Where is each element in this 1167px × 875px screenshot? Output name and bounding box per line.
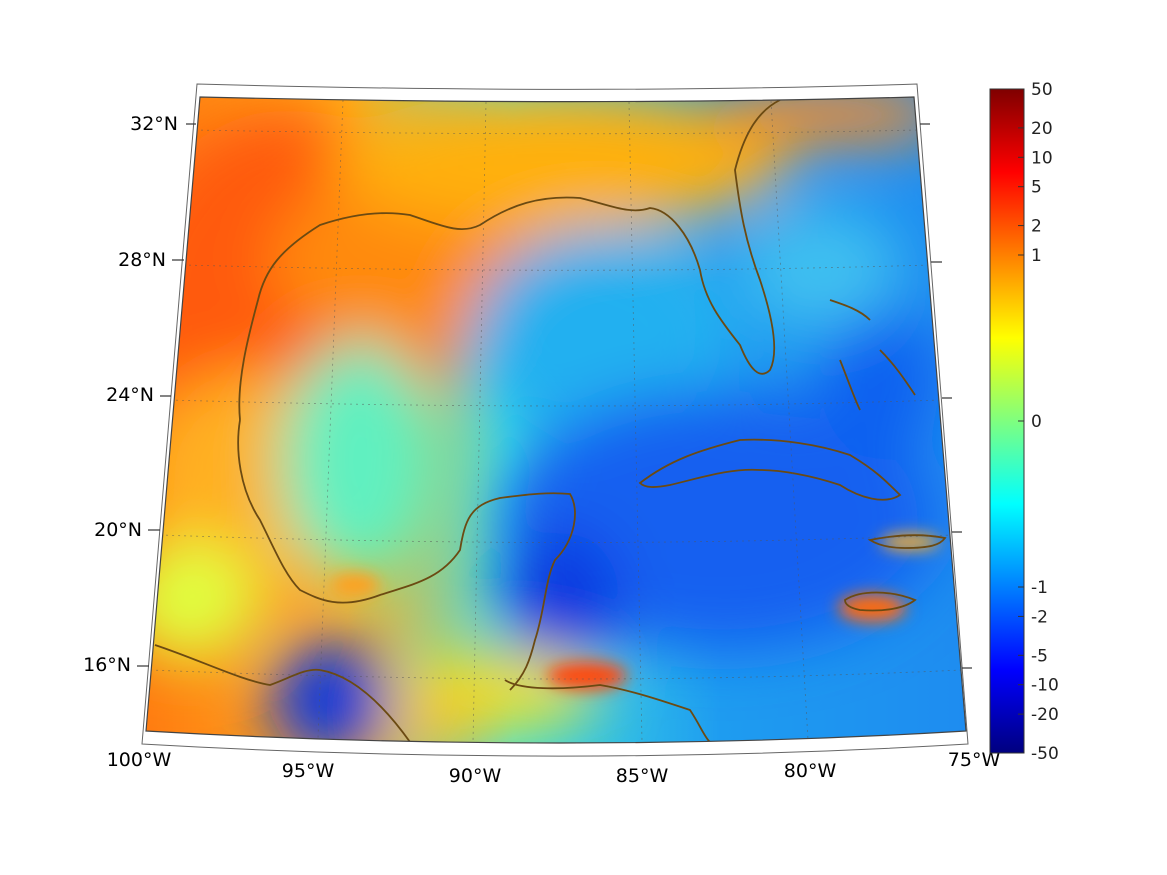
colorbar-tick-label: -1 (1031, 578, 1048, 598)
colorbar-tick-label: 10 (1031, 148, 1053, 168)
colorbar-tick-label: 0 (1031, 412, 1042, 432)
colorbar-tick-label: -20 (1031, 705, 1059, 725)
mexico-coast (237, 419, 576, 691)
bahamas (829, 299, 916, 411)
colorbar-tick-label: -10 (1031, 676, 1059, 696)
lon-label: 85°W (616, 765, 669, 787)
lat-label: 20°N (94, 519, 142, 541)
colorbar-tick-label: -2 (1031, 607, 1048, 627)
gulf-coast (238, 99, 781, 421)
tick-marks (137, 123, 972, 669)
lat-tick-labels: 32°N 28°N 24°N 20°N 16°N (83, 113, 178, 676)
coastlines (154, 99, 947, 743)
central-america-coast (504, 679, 711, 743)
cuba (638, 438, 902, 501)
jamaica (844, 591, 917, 612)
colorbar-tick-label: -5 (1031, 646, 1048, 666)
colorbar-tick-label: 2 (1031, 217, 1042, 237)
colorbar-tick-label: 50 (1031, 80, 1053, 100)
lat-label: 28°N (118, 249, 166, 271)
lat-label: 32°N (130, 113, 178, 135)
data-field (146, 97, 966, 743)
colorbar-tick-label: -50 (1031, 744, 1059, 764)
colorbar-tick-label: 5 (1031, 178, 1042, 198)
colorbar-tick-label: 20 (1031, 119, 1053, 139)
lon-tick-labels: 100°W 95°W 90°W 85°W 80°W 75°W (107, 749, 1001, 787)
map-border (141, 83, 969, 757)
lat-label: 16°N (83, 654, 131, 676)
map-frame (145, 96, 967, 744)
lon-label: 100°W (107, 749, 172, 771)
lon-label: 90°W (449, 765, 502, 787)
graticule (149, 99, 963, 743)
lon-label: 75°W (948, 749, 1001, 771)
hispaniola (867, 534, 947, 549)
lat-label: 24°N (106, 384, 154, 406)
colorbar-tick-label: 1 (1031, 246, 1042, 266)
lon-label: 80°W (784, 760, 837, 782)
lon-label: 95°W (282, 760, 335, 782)
pacific-coast (154, 644, 411, 743)
